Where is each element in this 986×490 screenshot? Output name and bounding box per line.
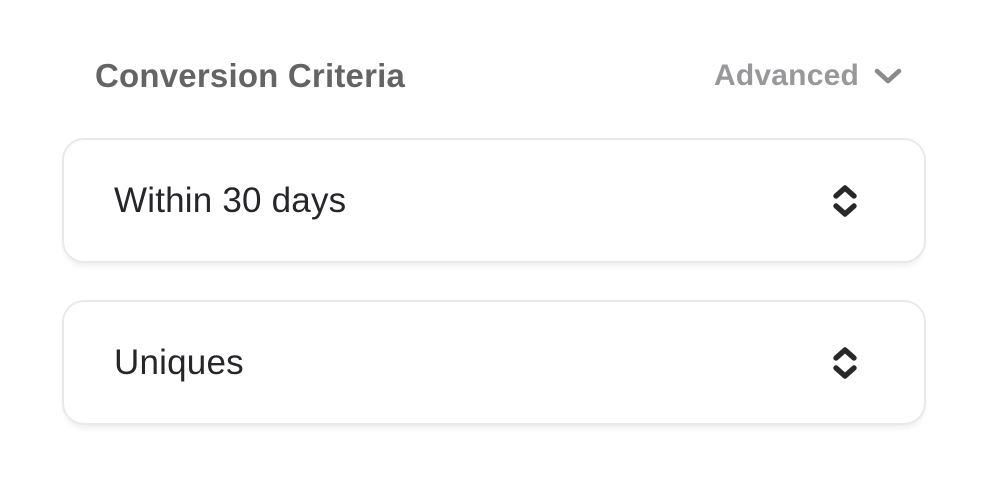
advanced-toggle-label: Advanced bbox=[714, 59, 859, 92]
conversion-window-value: Within 30 days bbox=[114, 180, 347, 220]
select-arrows-icon bbox=[832, 184, 858, 218]
advanced-toggle[interactable]: Advanced bbox=[714, 59, 903, 93]
conversion-counting-select[interactable]: Uniques bbox=[62, 300, 926, 425]
conversion-window-select[interactable]: Within 30 days bbox=[62, 138, 926, 263]
conversion-counting-value: Uniques bbox=[114, 342, 244, 382]
chevron-down-icon bbox=[873, 67, 903, 85]
panel-header: Conversion Criteria Advanced bbox=[95, 56, 903, 96]
page-title: Conversion Criteria bbox=[95, 57, 406, 94]
select-arrows-icon bbox=[832, 346, 858, 380]
